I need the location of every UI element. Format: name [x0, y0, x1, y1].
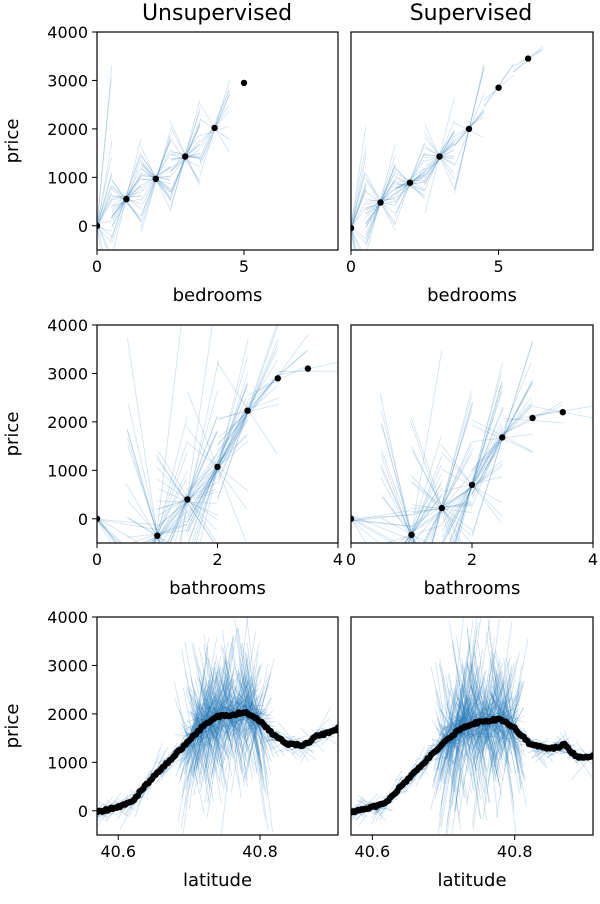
panel-2-0-plot-area — [87, 579, 351, 844]
y-tick-label: 4000 — [47, 608, 88, 627]
x-tick-label: 5 — [239, 257, 249, 276]
x-tick-label: 4 — [333, 550, 343, 569]
panel-2-1-plot-area — [341, 600, 600, 868]
data-point — [407, 180, 413, 186]
data-point — [275, 375, 281, 381]
panel-0-0-tangent-lines — [82, 65, 230, 387]
panel-2-1-tangent-lines — [341, 600, 600, 868]
x-tick-label: 4 — [588, 550, 598, 569]
x-tick-label: 0 — [346, 257, 356, 276]
panel-2-0-y-axis-label: price — [2, 704, 23, 749]
panel-1-1-x-axis-label: bathrooms — [424, 578, 521, 599]
panel-0-1-frame — [351, 32, 593, 250]
y-tick-label: 3000 — [47, 364, 88, 383]
x-tick-label: 0 — [92, 257, 102, 276]
y-tick-label: 3000 — [47, 71, 88, 90]
tangent-line — [290, 510, 411, 531]
tangent-line — [395, 168, 425, 191]
panel-1-0-x-axis-label: bathrooms — [169, 578, 266, 599]
tangent-line — [371, 771, 401, 824]
data-point — [182, 153, 188, 159]
panel-1-0-frame — [97, 325, 338, 543]
data-point — [499, 434, 505, 440]
y-tick-label: 1000 — [47, 168, 88, 187]
data-point — [495, 85, 501, 91]
panel-0-0-frame — [97, 32, 338, 250]
data-point — [439, 505, 445, 511]
data-point — [466, 126, 472, 132]
x-tick-label: 0 — [92, 550, 102, 569]
data-point — [436, 153, 442, 159]
data-point — [408, 532, 414, 538]
data-point — [184, 496, 190, 502]
data-point — [211, 125, 217, 131]
data-point — [469, 482, 475, 488]
x-tick-label: 40.6 — [100, 842, 136, 861]
y-tick-label: 1000 — [47, 753, 88, 772]
y-tick-label: 0 — [78, 510, 88, 529]
column-title-supervised: Supervised — [410, 1, 533, 26]
x-tick-label: 40.8 — [497, 842, 533, 861]
y-tick-label: 3000 — [47, 656, 88, 675]
panel-2-1-x-axis-label: latitude — [437, 870, 506, 891]
panel-0-0-plot-area — [82, 65, 247, 387]
y-tick-label: 0 — [78, 802, 88, 821]
data-point — [525, 55, 531, 61]
data-point — [123, 196, 129, 202]
panel-1-1-tangent-lines — [290, 341, 594, 716]
data-point — [560, 409, 566, 415]
data-point — [154, 533, 160, 539]
x-tick-label: 2 — [212, 550, 222, 569]
tangent-line — [200, 90, 229, 159]
y-tick-label: 4000 — [47, 316, 88, 335]
y-tick-label: 2000 — [47, 705, 88, 724]
y-tick-label: 0 — [78, 217, 88, 236]
data-point — [153, 176, 159, 182]
panel-0-1-x-axis-label: bedrooms — [427, 285, 517, 306]
x-tick-label: 0 — [346, 550, 356, 569]
data-point — [529, 415, 535, 421]
x-tick-label: 2 — [467, 550, 477, 569]
panel-0-0-x-axis-label: bedrooms — [173, 285, 263, 306]
data-point — [214, 464, 220, 470]
data-point — [244, 408, 250, 414]
x-tick-label: 5 — [493, 257, 503, 276]
data-point — [377, 199, 383, 205]
panel-1-1-plot-area — [290, 341, 594, 716]
x-tick-label: 40.8 — [242, 842, 278, 861]
panel-1-0-y-axis-label: price — [2, 412, 23, 457]
y-tick-label: 1000 — [47, 461, 88, 480]
column-title-unsupervised: Unsupervised — [142, 1, 292, 26]
y-tick-label: 2000 — [47, 413, 88, 432]
x-tick-label: 40.6 — [355, 842, 391, 861]
panel-2-0-x-axis-label: latitude — [183, 870, 252, 891]
data-point — [241, 80, 247, 86]
y-tick-label: 4000 — [47, 23, 88, 42]
panel-0-0-y-axis-label: price — [2, 119, 23, 164]
data-point — [305, 365, 311, 371]
y-tick-label: 2000 — [47, 120, 88, 139]
